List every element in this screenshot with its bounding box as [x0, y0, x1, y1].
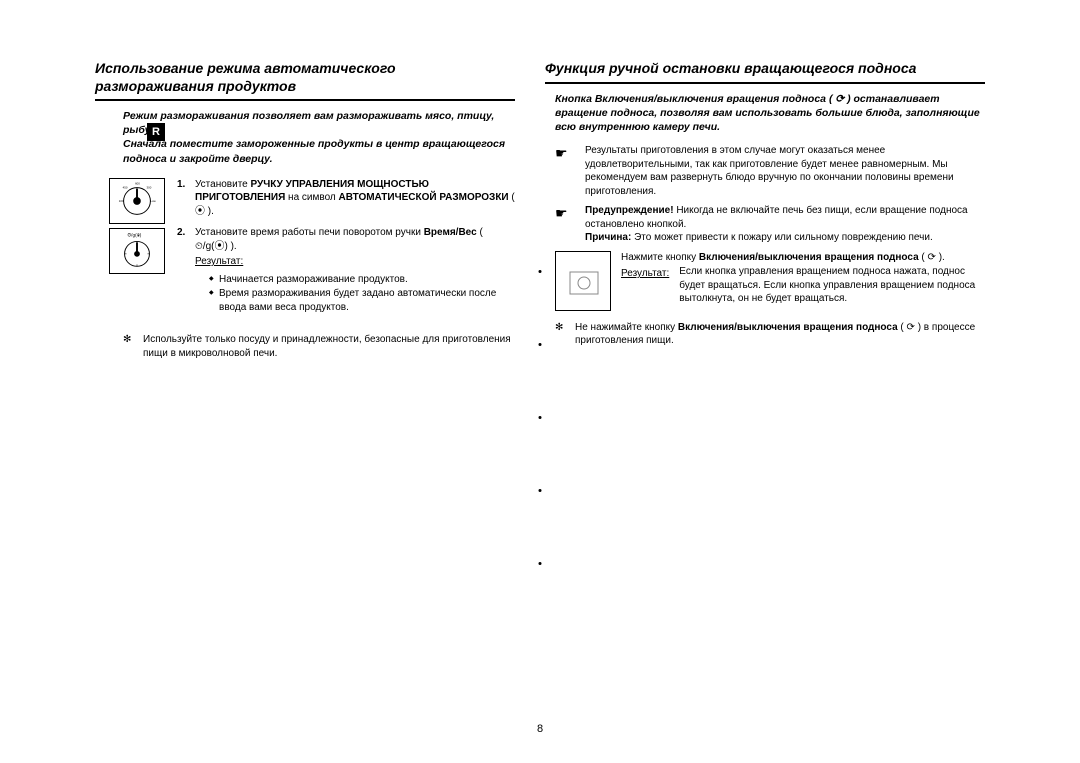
advice-text: Предупреждение! Никогда не включайте печ… — [585, 204, 985, 245]
power-dial-icon: 600 450 300 100 Low — [109, 178, 165, 224]
asterisk-icon: ✻ — [555, 321, 567, 348]
dial-instruction-block: 600 450 300 100 Low ⏲/g(⦿) — [109, 178, 515, 324]
list-item: Начинается размораживание продуктов. — [209, 273, 515, 287]
text: Установите время работы печи поворотом р… — [195, 227, 424, 238]
note-text: Не нажимайте кнопку Включения/выключения… — [575, 321, 985, 348]
right-section-title: Функция ручной остановки вращающегося по… — [545, 60, 985, 78]
svg-text:300: 300 — [147, 185, 152, 189]
page-number: 8 — [537, 723, 543, 735]
right-intro: Кнопка Включения/выключения вращения под… — [555, 92, 985, 135]
tray-button-icon — [555, 251, 611, 311]
text-bold: Причина: — [585, 232, 631, 243]
right-note: ✻ Не нажимайте кнопку Включения/выключен… — [555, 321, 985, 348]
text: ( ⟳ ). — [919, 252, 945, 263]
svg-text:⏲/g(⦿): ⏲/g(⦿) — [127, 232, 141, 238]
result-label: Результат: — [195, 255, 243, 269]
dial-illustrations: 600 450 300 100 Low ⏲/g(⦿) — [109, 178, 165, 324]
tray-instruction: Нажмите кнопку Включения/выключения вращ… — [555, 251, 985, 311]
step-text: Установите РУЧКУ УПРАВЛЕНИЯ МОЩНОСТЬЮ ПР… — [195, 178, 515, 219]
text-bold: Включения/выключения вращения подноса — [678, 322, 898, 333]
step-text: Установите время работы печи поворотом р… — [195, 226, 515, 315]
svg-text:450: 450 — [123, 185, 128, 189]
hand-icon: ☛ — [555, 204, 575, 245]
asterisk-icon: ✻ — [123, 333, 135, 360]
text: Установите — [195, 179, 251, 190]
advice-row-1: ☛ Результаты приготовления в этом случае… — [555, 144, 985, 198]
text: Не нажимайте кнопку — [575, 322, 678, 333]
result-bullets: Начинается размораживание продуктов. Вре… — [195, 273, 515, 315]
text-bold: АВТОМАТИЧЕСКОЙ РАЗМОРОЗКИ — [339, 192, 509, 203]
right-column: Функция ручной остановки вращающегося по… — [545, 60, 985, 360]
svg-text:100: 100 — [119, 199, 124, 203]
step-number: 2. — [177, 226, 187, 315]
text-bold: Предупреждение! — [585, 205, 674, 216]
advice-text: Результаты приготовления в этом случае м… — [585, 144, 985, 198]
text: Нажмите кнопку — [621, 252, 699, 263]
left-section-title: Использование режима автоматического раз… — [95, 60, 515, 95]
left-intro: Режим размораживания позволяет вам размо… — [123, 109, 515, 166]
timer-dial-icon: ⏲/g(⦿) — [109, 228, 165, 274]
left-note: ✻ Используйте только посуду и принадлежн… — [123, 333, 515, 360]
left-column: Использование режима автоматического раз… — [95, 60, 515, 360]
binding-dots — [539, 270, 542, 565]
advice-row-2: ☛ Предупреждение! Никогда не включайте п… — [555, 204, 985, 245]
step-number: 1. — [177, 178, 187, 219]
title-rule — [95, 99, 515, 101]
svg-text:600: 600 — [135, 181, 140, 185]
text: на символ — [285, 192, 338, 203]
list-item: Время размораживания будет задано автома… — [209, 287, 515, 314]
note-text: Используйте только посуду и принадлежнос… — [143, 333, 515, 360]
hand-icon: ☛ — [555, 144, 575, 198]
result-label: Результат: — [621, 267, 669, 304]
step-2: 2. Установите время работы печи поворото… — [177, 226, 515, 315]
svg-text:Low: Low — [150, 199, 156, 203]
language-badge: R — [147, 123, 165, 141]
text-bold: Включения/выключения вращения подноса — [699, 252, 919, 263]
text: Это может привести к пожару или сильному… — [631, 232, 932, 243]
title-rule — [545, 82, 985, 84]
step-list: 1. Установите РУЧКУ УПРАВЛЕНИЯ МОЩНОСТЬЮ… — [177, 178, 515, 324]
result-text: Если кнопка управления вращением подноса… — [679, 265, 985, 306]
manual-page: R Использование режима автоматического р… — [0, 0, 1080, 763]
text-bold: Время/Вес — [424, 227, 477, 238]
step-1: 1. Установите РУЧКУ УПРАВЛЕНИЯ МОЩНОСТЬЮ… — [177, 178, 515, 219]
tray-text: Нажмите кнопку Включения/выключения вращ… — [621, 251, 985, 311]
